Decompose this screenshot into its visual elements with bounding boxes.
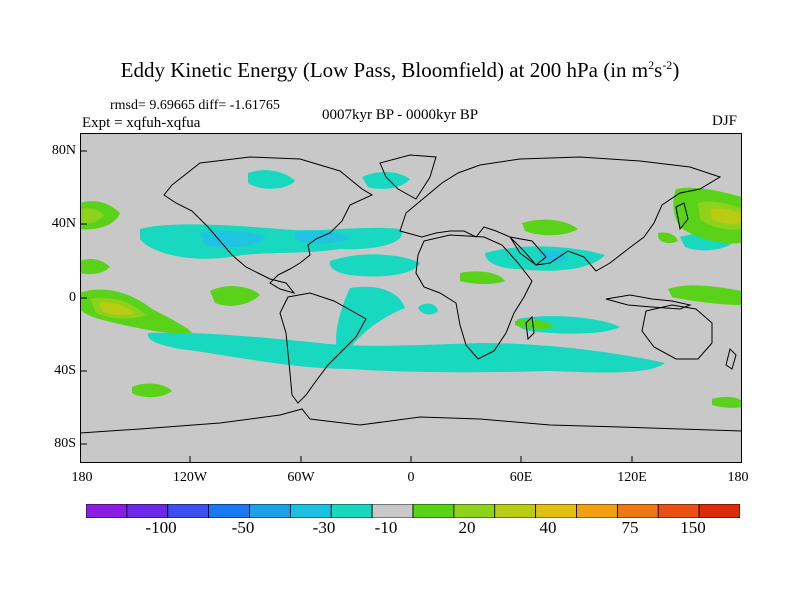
anomaly-negative [200, 230, 265, 247]
anomaly-positive [210, 286, 260, 306]
world-map-plot [80, 133, 742, 463]
colorbar-swatch [412, 504, 455, 518]
coastline-antarctica [80, 408, 742, 434]
colorbar-label: 20 [458, 518, 476, 537]
colorbar-label: 40 [539, 518, 557, 537]
colorbar-swatch [535, 504, 577, 518]
colorbar-label: -30 [312, 518, 336, 537]
anomaly-negative [248, 170, 295, 189]
coastline-europe-asia [399, 156, 722, 272]
colorbar-swatch [289, 504, 332, 518]
lon-label-60e: 60E [509, 470, 533, 485]
coastline-greenland [379, 154, 437, 200]
lat-label-80n: 80N [51, 143, 76, 158]
anomaly-negative [362, 171, 410, 189]
coastline-south-america [279, 292, 367, 404]
season-label: DJF [712, 113, 738, 129]
colorbar-swatch [371, 504, 414, 518]
anomaly-negative [516, 316, 620, 334]
lon-label-120w: 120W [172, 470, 208, 485]
anomaly-positive [100, 302, 134, 316]
anomaly-positive [712, 396, 742, 408]
lat-label-80s: 80S [54, 436, 76, 451]
coastline-arabia [508, 236, 547, 266]
lon-label-180w: 180 [71, 470, 93, 485]
lon-label-0: 0 [407, 470, 415, 485]
anomaly-positive [460, 271, 505, 284]
colorbar-label: -10 [374, 518, 398, 537]
coastline-africa [415, 234, 533, 360]
anomaly-negative [329, 254, 420, 277]
colorbar-swatch [330, 504, 373, 518]
experiment-label: Expt = xqfuh-xqfua [82, 115, 201, 131]
anomaly-positive [710, 208, 742, 224]
coastline-new-zealand [725, 348, 737, 370]
anomaly-positive [80, 208, 104, 224]
colorbar-swatch [576, 504, 618, 518]
tick-marks [80, 150, 742, 463]
coastline-indonesia [605, 294, 692, 310]
colorbar-swatch [698, 504, 740, 518]
lon-label-180e: 180 [727, 470, 749, 485]
lon-label-60w: 60W [287, 470, 315, 485]
colorbar [86, 504, 740, 518]
anomaly-positive [658, 232, 678, 244]
plot-title: Eddy Kinetic Energy (Low Pass, Bloomfiel… [120, 58, 680, 82]
anomaly-positive [522, 219, 578, 236]
anomaly-positive [80, 259, 110, 275]
anomaly-negative [540, 251, 568, 262]
colorbar-label: 75 [621, 518, 639, 537]
coastline-japan [675, 202, 689, 231]
rmsd-diff-stats: rmsd= 9.69665 diff= -1.61765 [110, 98, 280, 113]
coastline-north-america [163, 156, 374, 294]
anomaly-positive [132, 383, 172, 398]
anomaly-negative [147, 332, 665, 373]
anomaly-positive [515, 319, 554, 330]
anomaly-negative [295, 231, 350, 244]
colorbar-swatch [208, 504, 250, 518]
colorbar-swatch [453, 504, 496, 518]
colorbar-swatch [126, 504, 169, 518]
colorbar-label: 150 [680, 518, 706, 537]
anomaly-positive [668, 285, 742, 305]
colorbar-swatch [657, 504, 700, 518]
colorbar-swatch [167, 504, 210, 518]
colorbar-swatch [249, 504, 291, 518]
colorbar-label: -100 [145, 518, 177, 537]
lat-label-40n: 40N [51, 216, 76, 231]
coastlines [80, 154, 742, 434]
colorbar-swatch [86, 504, 128, 518]
coastline-australia [641, 304, 713, 360]
coastline-madagascar [525, 315, 535, 341]
anomaly-negative [418, 303, 438, 315]
lat-label-40s: 40S [54, 363, 76, 378]
colorbar-swatch [616, 504, 659, 518]
lon-label-120e: 120E [617, 470, 647, 485]
anomaly-fields [80, 170, 742, 408]
colorbar-label: -50 [231, 518, 255, 537]
colorbar-swatch [494, 504, 537, 518]
lat-label-0: 0 [69, 290, 76, 305]
map-background [80, 133, 742, 463]
period-label: 0007kyr BP - 0000kyr BP [322, 107, 479, 123]
